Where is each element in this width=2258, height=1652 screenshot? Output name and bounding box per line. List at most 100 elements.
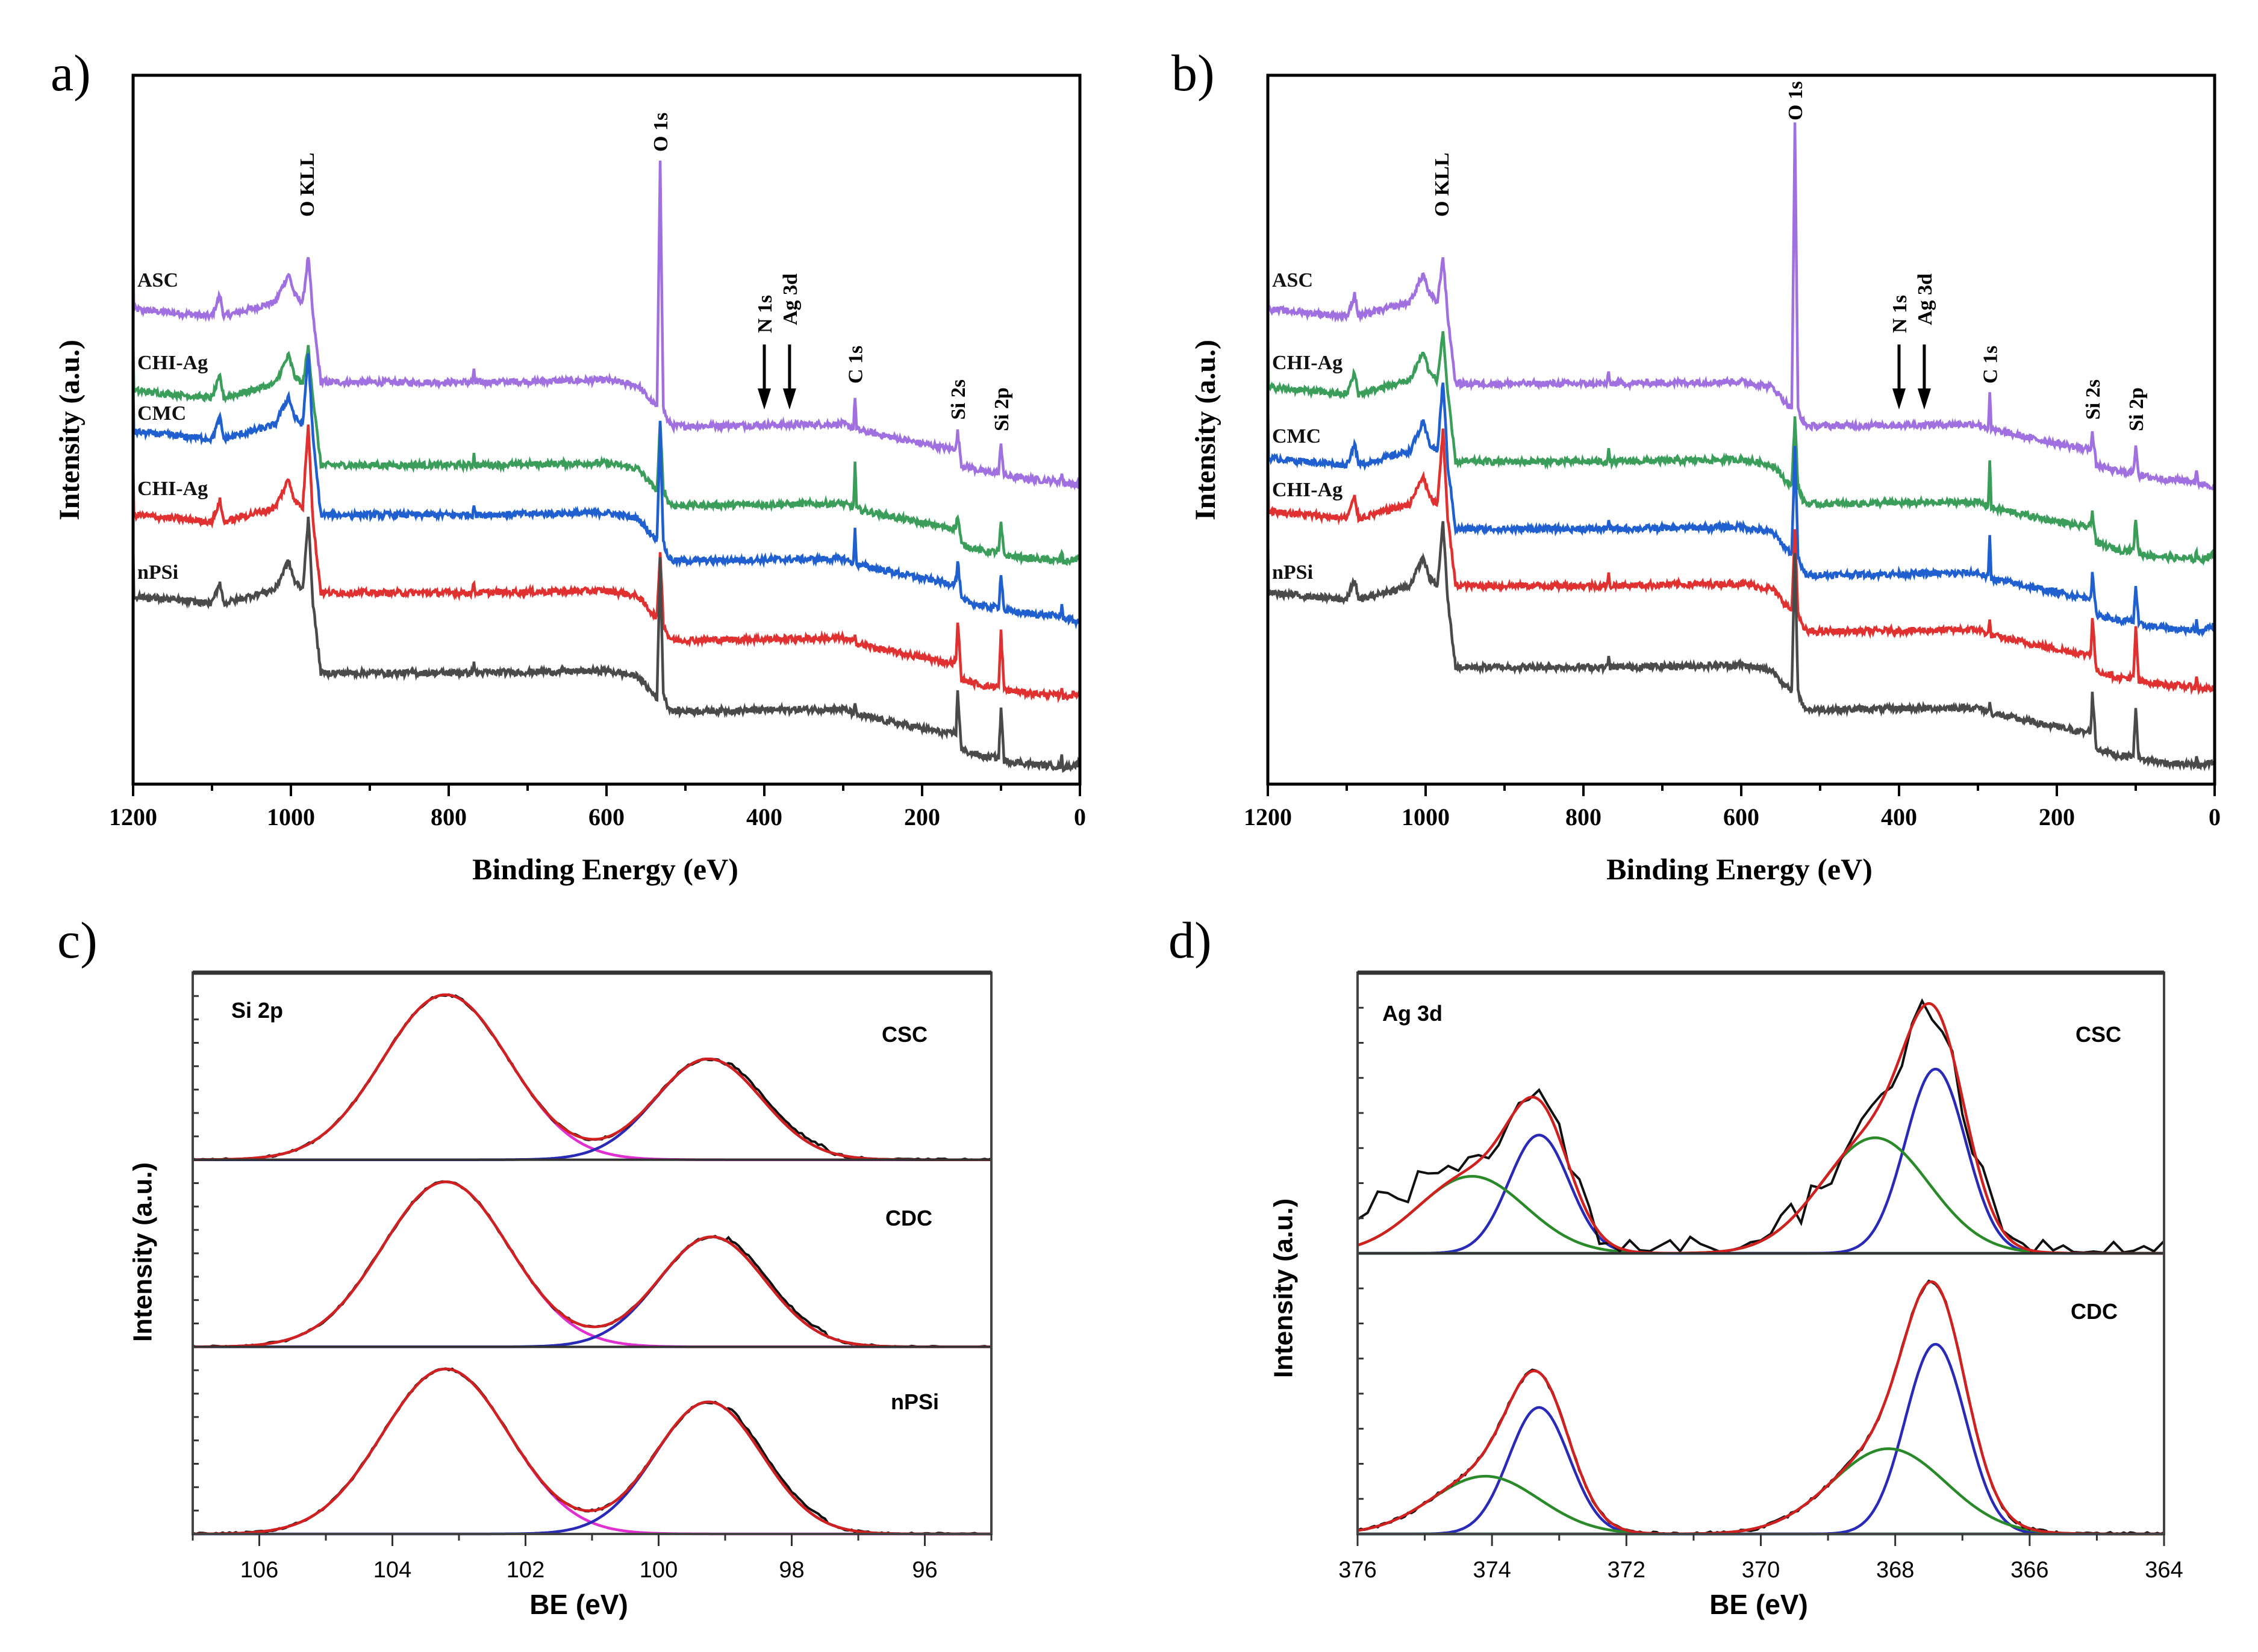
x-tick-label: 1200 (1244, 803, 1292, 831)
y-axis-title: Intensity (a.u.) (54, 340, 86, 520)
x-tick-label: 98 (779, 1557, 804, 1583)
x-tick-label: 1000 (267, 803, 315, 831)
peak-label: Si 2s (2082, 379, 2104, 420)
fit-component-line (1358, 1406, 2164, 1536)
hires-panel-2: c) CSC CDC nPSi 106 104 102 100 98 96 BE (eV) Inten… (57, 911, 993, 1620)
panel-label: a) (51, 44, 91, 102)
series-label: CHI-Ag (137, 478, 208, 500)
x-tick-label: 370 (1742, 1557, 1780, 1583)
fit-component-line (193, 1057, 991, 1161)
arrow-head-icon (758, 388, 771, 410)
series-line-chi-ag (1266, 428, 2216, 696)
series-line-npsi (131, 516, 1082, 773)
series-line-asc (131, 160, 1081, 491)
peak-label: O 1s (650, 113, 672, 152)
x-tick-label: 800 (431, 803, 467, 831)
series-label: nPSi (1272, 561, 1313, 584)
envelope-line (1357, 1280, 2164, 1536)
x-axis-title: Binding Energy (eV) (472, 852, 738, 886)
y-axis-title: Intensity (a.u.) (1269, 1198, 1299, 1378)
panel-label: d) (1168, 911, 1212, 969)
peak-label: N 1s (754, 295, 776, 333)
x-tick-label: 200 (2039, 803, 2075, 831)
subpanel-label: CSC (2076, 1022, 2121, 1047)
series-label: ASC (1272, 269, 1313, 291)
series-line-cmc (1266, 382, 2216, 638)
envelope-line (1357, 1002, 2164, 1255)
series-label: nPSi (137, 561, 178, 584)
raw-data-line (192, 993, 992, 1161)
x-axis-title: BE (eV) (1709, 1589, 1808, 1620)
hires-panel-3: d) CSC CDC 376 374 372 370 368 366 364 BE (eV) Inte… (1168, 911, 2183, 1620)
series-label: CMC (137, 402, 186, 425)
region-label: Ag 3d (1382, 1001, 1442, 1026)
x-tick-label: 100 (640, 1557, 678, 1583)
arrow-head-icon (1892, 388, 1906, 410)
series-line-cmc (131, 353, 1081, 629)
envelope-line (193, 1180, 991, 1348)
x-tick-label: 372 (1608, 1557, 1645, 1583)
peak-label: C 1s (1980, 346, 2002, 384)
peak-label: O 1s (1785, 81, 1807, 120)
series-line-asc (1266, 122, 2216, 491)
peak-label: O KLL (1431, 152, 1453, 217)
x-tick-label: 96 (912, 1557, 937, 1583)
fit-component-line (1357, 1474, 2164, 1536)
x-tick-label: 104 (373, 1557, 411, 1583)
region-label: Si 2p (231, 998, 283, 1023)
x-axis-title: Binding Energy (eV) (1606, 852, 1873, 886)
raw-data-line (1356, 998, 2165, 1255)
survey-panel-0: a) ASC CHI-Ag CMC CHI-Ag nPSi 1200 1000 800 600 40… (51, 44, 1086, 886)
fit-component-line (193, 993, 991, 1161)
x-tick-label: 102 (507, 1557, 544, 1583)
series-line-chi-ag (131, 337, 1082, 566)
series-line-npsi (1266, 521, 2216, 771)
subpanel-label: CDC (885, 1206, 932, 1230)
x-tick-label: 0 (2209, 803, 2221, 831)
axes-frame (131, 73, 1082, 786)
raw-data-line (192, 1180, 991, 1348)
fit-component-line (193, 1400, 991, 1536)
x-tick-label: 366 (2010, 1557, 2048, 1583)
series-line-chi-ag (1266, 328, 2216, 566)
series-label: CHI-Ag (1272, 479, 1343, 501)
axes-frame (1266, 73, 2216, 786)
series-label: ASC (137, 269, 178, 291)
panel-label: b) (1171, 44, 1215, 102)
peak-label: Si 2s (947, 379, 970, 420)
x-tick-label: 368 (1876, 1557, 1914, 1583)
envelope-line (193, 1367, 991, 1536)
y-axis-title: Intensity (a.u.) (128, 1162, 158, 1342)
raw-data-line (1357, 1279, 2165, 1536)
peak-label: C 1s (845, 346, 867, 384)
fit-component-line (1358, 1133, 2164, 1255)
fit-component-line (193, 1180, 991, 1348)
x-tick-label: 374 (1473, 1557, 1511, 1583)
x-tick-label: 800 (1565, 803, 1601, 831)
fit-component-line (1358, 1342, 2164, 1536)
raw-data-line (192, 1367, 991, 1536)
peak-label: Si 2p (2125, 387, 2148, 431)
subpanel-label: nPSi (891, 1389, 939, 1414)
peak-label: Ag 3d (1914, 273, 1936, 325)
x-tick-label: 400 (1881, 803, 1917, 831)
series-line-chi-ag (131, 424, 1082, 703)
arrow-head-icon (1917, 388, 1931, 410)
x-tick-label: 200 (904, 803, 940, 831)
envelope-line (193, 993, 991, 1161)
x-tick-label: 1000 (1402, 803, 1450, 831)
arrow-head-icon (782, 388, 796, 410)
axes-frame (192, 971, 993, 1535)
x-tick-label: 0 (1074, 803, 1086, 831)
x-tick-label: 364 (2145, 1557, 2183, 1583)
peak-label: Si 2p (991, 387, 1013, 431)
peak-label: N 1s (1889, 295, 1911, 333)
series-label: CHI-Ag (1272, 352, 1343, 374)
peak-label: O KLL (296, 152, 319, 217)
x-tick-label: 376 (1338, 1557, 1376, 1583)
series-label: CMC (1272, 425, 1321, 447)
x-tick-label: 1200 (109, 803, 157, 831)
x-tick-label: 600 (1723, 803, 1759, 831)
series-label: CHI-Ag (137, 352, 208, 374)
